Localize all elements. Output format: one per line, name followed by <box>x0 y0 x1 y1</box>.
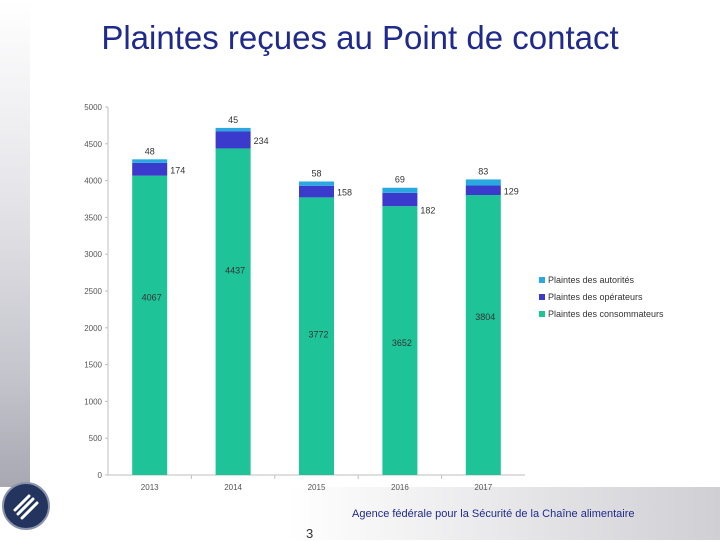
data-label-consommateurs: 4067 <box>142 293 162 303</box>
bar-segment <box>465 195 501 475</box>
x-tick-label: 2017 <box>474 483 492 492</box>
bottom-decorative-band <box>0 487 720 540</box>
y-tick-label: 1500 <box>84 361 102 370</box>
stacked-bar-chart: 0 500 1000 1500 2000 2500 3000 3500 4000 4500 5000… <box>84 103 664 492</box>
bar-segment <box>299 197 334 475</box>
data-label-operateurs: 174 <box>170 165 185 175</box>
data-label-consommateurs: 3772 <box>308 329 328 339</box>
bar-segment <box>132 175 168 475</box>
data-label-autorites: 45 <box>228 115 238 125</box>
left-decorative-band <box>0 0 30 540</box>
y-tick-label: 500 <box>89 434 103 443</box>
logo-utensils-icon <box>13 494 39 520</box>
data-label-operateurs: 129 <box>504 186 519 196</box>
data-label-operateurs: 158 <box>337 188 352 198</box>
x-tick-label: 2013 <box>141 483 159 492</box>
bar-segment <box>299 185 334 198</box>
data-label-consommateurs: 3652 <box>392 338 412 348</box>
y-tick-label: 3000 <box>84 250 102 259</box>
legend-swatch <box>539 277 545 283</box>
data-label-autorites: 69 <box>395 175 405 185</box>
page-number: 3 <box>306 526 314 541</box>
bar-segment <box>382 206 418 475</box>
legend-label: Plaintes des opérateurs <box>548 292 643 302</box>
y-tick-label: 4500 <box>84 140 102 149</box>
data-label-autorites: 48 <box>145 146 155 156</box>
bar-segment <box>215 127 251 132</box>
data-label-operateurs: 182 <box>420 206 435 216</box>
legend-swatch <box>539 294 545 300</box>
bar-segment <box>382 192 418 207</box>
x-tick-label: 2014 <box>224 483 242 492</box>
data-label-operateurs: 234 <box>254 136 269 146</box>
bar-segment <box>215 131 251 149</box>
y-tick-label: 4000 <box>84 177 102 186</box>
footer-agency-name: Agence fédérale pour la Sécurité de la C… <box>352 508 635 520</box>
y-tick-label: 1000 <box>84 397 102 406</box>
slide-title: Plaintes reçues au Point de contact <box>101 19 619 56</box>
y-tick-label: 2500 <box>84 287 102 296</box>
bar-segment <box>465 179 501 186</box>
y-tick-label: 2000 <box>84 324 102 333</box>
agency-logo <box>2 482 50 530</box>
bar-segment <box>299 181 334 186</box>
y-tick-label: 5000 <box>84 103 102 112</box>
bar-segment <box>382 187 418 193</box>
bar-segment <box>215 148 251 475</box>
data-label-autorites: 83 <box>478 166 488 176</box>
x-tick-label: 2015 <box>308 483 326 492</box>
bar-segment <box>465 185 501 196</box>
data-label-autorites: 58 <box>311 168 321 178</box>
legend-label: Plaintes des consommateurs <box>548 309 664 319</box>
bar-segment <box>132 159 168 163</box>
bar-segment <box>132 162 168 176</box>
legend-swatch <box>539 311 545 317</box>
data-label-consommateurs: 4437 <box>225 265 245 275</box>
data-label-consommateurs: 3804 <box>475 312 495 322</box>
legend-label: Plaintes des autorités <box>548 275 635 285</box>
y-tick-label: 3500 <box>84 213 102 222</box>
x-tick-label: 2016 <box>391 483 409 492</box>
y-tick-label: 0 <box>98 471 103 480</box>
